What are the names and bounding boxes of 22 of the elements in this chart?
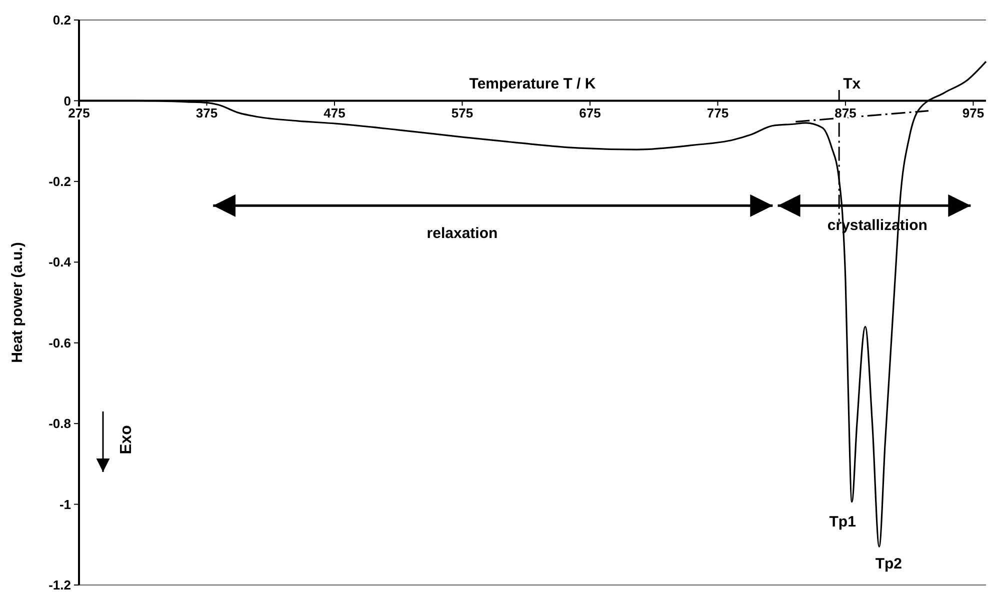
x-tick-label: 875 bbox=[834, 106, 856, 121]
annotation: Tp2 bbox=[875, 556, 902, 573]
y-tick-label: -0.4 bbox=[48, 254, 72, 270]
x-tick-label: 775 bbox=[706, 106, 729, 121]
y-tick-label: -0.6 bbox=[48, 335, 71, 350]
annotation: Tp1 bbox=[829, 513, 856, 530]
x-tick-label: 975 bbox=[962, 106, 984, 121]
y-tick-label: -0.8 bbox=[48, 416, 71, 432]
y-tick-label: -1 bbox=[59, 496, 71, 512]
annotation: Exo bbox=[118, 424, 135, 454]
x-tick-label: 675 bbox=[579, 106, 601, 121]
x-tick-label: 375 bbox=[196, 106, 218, 121]
x-tick-label: 475 bbox=[324, 106, 346, 121]
annotation: relaxation bbox=[426, 224, 498, 242]
y-axis-title: Heat power (a.u.) bbox=[9, 242, 26, 363]
y-tick-label: -0.2 bbox=[48, 174, 71, 189]
x-axis-title: Temperature T / K bbox=[469, 76, 596, 93]
ref-line-label: Tx bbox=[843, 76, 862, 93]
y-tick-label: 0.2 bbox=[52, 12, 71, 28]
y-tick-label: 0 bbox=[64, 93, 71, 108]
y-tick-label: -1.2 bbox=[48, 578, 71, 592]
x-tick-label: 575 bbox=[451, 106, 474, 121]
